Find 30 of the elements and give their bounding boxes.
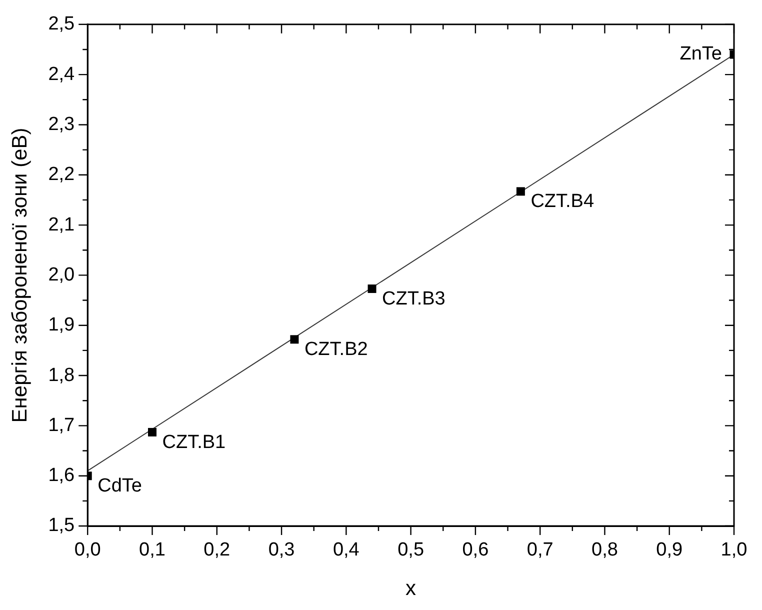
x-tick-label: 0,2 <box>204 540 230 561</box>
annotation: CZT.B2 <box>304 339 368 360</box>
y-tick-label: 2,2 <box>48 164 75 186</box>
y-tick-label: 2,3 <box>48 114 75 135</box>
x-tick-label: 0,0 <box>74 540 101 561</box>
x-axis-title: x <box>406 577 417 600</box>
y-tick-label: 1,9 <box>48 314 75 336</box>
y-tick-label: 1,5 <box>48 515 75 536</box>
x-tick-label: 0,9 <box>656 540 683 561</box>
y-tick-label: 1,8 <box>48 364 75 386</box>
x-tick-label: 0,5 <box>398 540 424 561</box>
y-tick-label: 2,5 <box>48 14 75 35</box>
annotation: CZT.B1 <box>162 432 226 453</box>
annotation: ZnTe <box>680 44 722 65</box>
y-axis-title: Енергія забороненої зони (еВ) <box>8 128 32 423</box>
x-tick-label: 0,8 <box>592 540 618 561</box>
x-tick-label: 0,7 <box>526 540 554 561</box>
x-tick-label: 1,0 <box>720 540 748 561</box>
x-tick-label: 0,3 <box>268 540 295 561</box>
x-tick-label: 0,6 <box>462 540 489 561</box>
x-tick-label: 0,4 <box>332 540 360 561</box>
annotation: CZT.B4 <box>530 191 594 212</box>
annotation: CZT.B3 <box>382 288 446 310</box>
y-tick-label: 1,7 <box>48 414 75 436</box>
annotation: CdTe <box>98 476 142 497</box>
y-tick-label: 2,1 <box>48 214 75 236</box>
y-tick-label: 2,4 <box>48 64 76 85</box>
x-tick-label: 0,1 <box>139 540 166 561</box>
y-tick-label: 2,0 <box>48 264 75 286</box>
y-tick-label: 1,6 <box>48 465 75 486</box>
